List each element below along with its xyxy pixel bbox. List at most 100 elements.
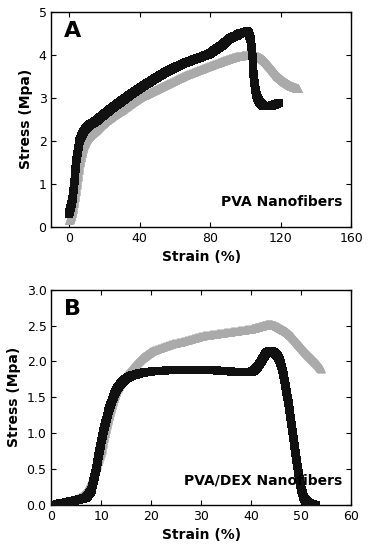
Point (255, 95, 261, 104)
Point (69, 207, 75, 216)
Point (141, 368, 147, 377)
Point (264, 102, 270, 111)
Point (58, 499, 64, 508)
Point (305, 497, 310, 506)
Point (258, 99, 263, 108)
Point (63, 498, 69, 507)
Point (80, 490, 85, 499)
Point (79, 130, 85, 139)
Point (173, 63, 179, 71)
Point (230, 327, 236, 335)
Point (71, 186, 77, 194)
Point (167, 66, 173, 75)
Point (87, 130, 93, 139)
Point (78, 153, 84, 161)
Point (281, 77, 287, 86)
Point (106, 410, 112, 419)
Point (74, 176, 80, 184)
Point (245, 27, 250, 36)
Point (109, 397, 115, 406)
Point (151, 86, 157, 94)
Point (72, 192, 78, 200)
Point (257, 98, 263, 107)
Point (62, 498, 68, 507)
Point (85, 484, 91, 492)
Point (77, 137, 83, 146)
Point (258, 357, 264, 366)
Point (145, 368, 151, 377)
Point (133, 370, 139, 379)
Point (122, 375, 128, 384)
Point (67, 496, 73, 505)
Point (292, 83, 298, 92)
Point (145, 349, 151, 357)
Point (141, 368, 147, 377)
Point (179, 366, 185, 374)
Point (120, 377, 126, 386)
Point (264, 102, 270, 111)
Point (233, 326, 239, 335)
Point (154, 84, 160, 93)
Point (68, 210, 74, 219)
Point (95, 453, 101, 462)
Point (217, 57, 223, 66)
Point (234, 367, 240, 376)
Point (119, 96, 125, 105)
Point (213, 45, 219, 54)
Point (229, 53, 235, 62)
Point (140, 368, 146, 377)
Point (144, 350, 150, 358)
Point (257, 360, 263, 368)
Point (233, 31, 239, 40)
Point (262, 102, 268, 111)
Point (135, 369, 141, 378)
Point (244, 51, 250, 59)
Point (197, 53, 203, 62)
Point (263, 58, 269, 67)
Point (132, 360, 138, 368)
Point (278, 324, 284, 333)
Point (250, 59, 256, 68)
Point (225, 36, 231, 45)
Point (151, 75, 157, 84)
Point (131, 97, 137, 105)
Point (90, 118, 96, 127)
Point (51, 500, 57, 509)
Point (106, 411, 112, 419)
Point (274, 71, 280, 80)
Point (274, 71, 280, 80)
Point (112, 388, 118, 397)
Y-axis label: Stress (Mpa): Stress (Mpa) (19, 69, 33, 170)
Point (54, 500, 60, 509)
Point (100, 111, 105, 120)
Point (81, 140, 87, 149)
Point (262, 102, 268, 111)
Point (222, 39, 228, 48)
Point (110, 395, 116, 404)
Point (252, 51, 258, 60)
Point (128, 364, 134, 373)
Point (300, 491, 306, 500)
Point (126, 91, 132, 100)
Point (69, 496, 75, 505)
Point (237, 29, 243, 38)
Point (186, 69, 192, 78)
Point (97, 113, 103, 122)
Point (83, 124, 89, 133)
Point (166, 366, 172, 374)
Point (265, 102, 271, 111)
Point (295, 339, 301, 348)
Point (273, 70, 279, 79)
Point (139, 82, 145, 91)
Point (192, 333, 198, 342)
Point (272, 100, 278, 109)
Point (296, 340, 302, 349)
Point (241, 28, 247, 37)
Point (134, 86, 139, 95)
Point (266, 347, 272, 356)
Point (114, 385, 120, 394)
Point (156, 72, 162, 81)
Point (188, 366, 194, 374)
Point (55, 500, 61, 508)
Point (273, 350, 279, 358)
